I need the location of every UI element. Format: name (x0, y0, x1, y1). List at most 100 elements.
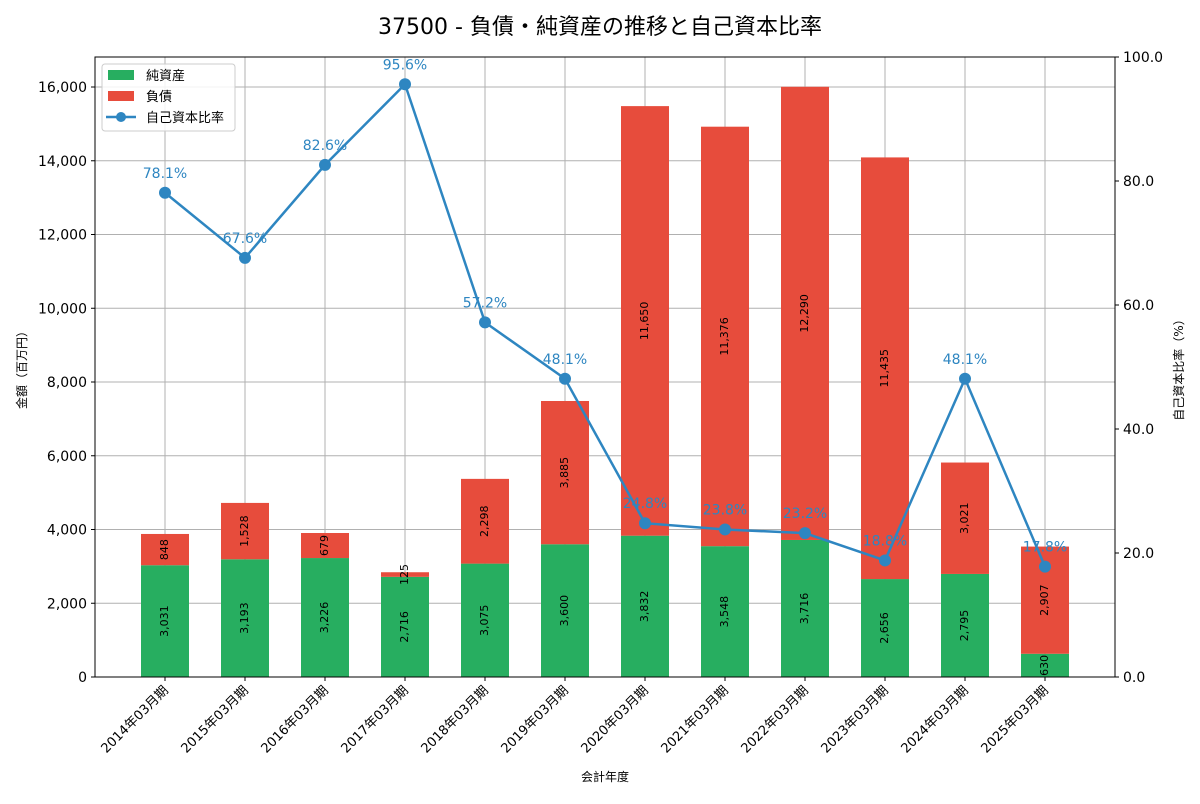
bar-label-liabilities: 679 (318, 535, 331, 556)
y-tick-label: 4,000 (47, 523, 87, 539)
ratio-point (239, 251, 251, 264)
ratio-line (164, 81, 1047, 568)
bar-equity (861, 579, 909, 677)
x-tick-label: 2022年03月期 (739, 683, 812, 756)
y-tick-label: 6,000 (47, 449, 87, 465)
bar-label-liabilities: 2,907 (1038, 584, 1051, 616)
bar-equity (701, 546, 749, 677)
bar-label-liabilities: 12,290 (798, 294, 811, 333)
bar-equity (301, 558, 349, 677)
bar-liabilities (781, 86, 829, 540)
y2-tick-label: 40.0 (1123, 422, 1154, 438)
x-tick-label: 2014年03月期 (99, 683, 172, 756)
x-tick-label: 2024年03月期 (899, 683, 972, 756)
bar-label-liabilities: 11,376 (718, 317, 731, 356)
bar-label-equity: 3,548 (718, 596, 731, 628)
x-tick-label: 2015年03月期 (179, 683, 252, 756)
ratio-label: 95.6% (383, 57, 427, 73)
x-tick-label: 2018年03月期 (419, 683, 492, 756)
bar-label-liabilities: 11,650 (638, 302, 651, 341)
x-tick-label: 2023年03月期 (819, 683, 892, 756)
ratio-point (1039, 560, 1051, 573)
bar-equity (941, 573, 989, 677)
bar-label-liabilities: 2,298 (478, 505, 491, 537)
bar-liabilities (941, 462, 989, 574)
y-axis-label: 金額（百万円） (14, 325, 29, 409)
y-tick-label: 16,000 (38, 80, 87, 96)
bar-label-equity: 2,716 (398, 611, 411, 643)
ratio-label: 23.8% (703, 502, 747, 518)
bar-label-equity: 630 (1038, 655, 1051, 676)
bar-liabilities (621, 106, 669, 536)
y-tick-label: 2,000 (47, 596, 87, 612)
ratio-point (959, 372, 971, 385)
bar-liabilities (461, 478, 509, 564)
bar-equity (621, 535, 669, 677)
legend-marker-ratio (116, 112, 126, 122)
bar-liabilities (541, 400, 589, 545)
bar-equity (461, 563, 509, 677)
bar-liabilities (701, 126, 749, 547)
bar-label-liabilities: 3,885 (558, 457, 571, 489)
bar-label-equity: 3,075 (478, 605, 491, 637)
bar-liabilities (381, 572, 429, 577)
ratio-point (479, 316, 491, 329)
legend-label-liabilities: 負債 (146, 90, 172, 105)
bar-equity (141, 565, 189, 677)
y-tick-label: 0 (78, 670, 87, 686)
ratio-point (719, 523, 731, 536)
bar-equity (381, 576, 429, 677)
legend-box (101, 63, 236, 132)
ratio-point (559, 372, 571, 385)
bar-label-liabilities: 11,435 (878, 349, 891, 388)
y-tick-label: 12,000 (38, 228, 87, 244)
x-axis-label: 会計年度 (581, 769, 629, 784)
ratio-label: 24.8% (623, 496, 667, 512)
ratio-point (319, 158, 331, 171)
chart-title: 37500 - 負債・純資産の推移と自己資本比率 (378, 15, 822, 40)
ratio-point (879, 554, 891, 567)
bar-label-equity: 3,832 (638, 591, 651, 623)
ratio-label: 17.8% (1023, 540, 1067, 556)
bar-label-equity: 3,600 (558, 595, 571, 627)
x-tick-label: 2016年03月期 (259, 683, 332, 756)
bar-label-liabilities: 3,021 (958, 502, 971, 534)
ratio-label: 48.1% (543, 352, 587, 368)
bar-liabilities (221, 502, 269, 560)
y-tick-label: 14,000 (38, 154, 87, 170)
ratio-label: 57.2% (463, 295, 507, 311)
ratio-label: 23.2% (783, 506, 827, 522)
bar-liabilities (861, 157, 909, 580)
ratio-point (799, 527, 811, 540)
x-tick-label: 2017年03月期 (339, 683, 412, 756)
y2-tick-label: 0.0 (1123, 670, 1145, 686)
bar-label-equity: 3,716 (798, 593, 811, 625)
y2-tick-label: 100.0 (1123, 50, 1163, 66)
x-tick-label: 2025年03月期 (979, 683, 1052, 756)
bar-liabilities (301, 533, 349, 559)
legend-swatch-liabilities (108, 91, 134, 101)
bar-equity (541, 544, 589, 677)
ratio-point (159, 186, 171, 199)
ratio-label: 82.6% (303, 138, 347, 154)
bar-label-liabilities: 125 (398, 564, 411, 585)
y2-tick-label: 20.0 (1123, 546, 1154, 562)
bar-label-liabilities: 848 (158, 539, 171, 560)
bar-label-equity: 3,193 (238, 602, 251, 634)
x-tick-label: 2020年03月期 (579, 683, 652, 756)
x-tick-label: 2019年03月期 (499, 683, 572, 756)
bar-equity (221, 559, 269, 677)
y-tick-label: 8,000 (47, 375, 87, 391)
x-tick-label: 2021年03月期 (659, 683, 732, 756)
legend-label-equity: 純資産 (146, 68, 185, 84)
ratio-point (639, 517, 651, 530)
bar-liabilities (141, 533, 189, 566)
ratio-label: 18.8% (863, 533, 907, 549)
bar-equity (781, 539, 829, 677)
ratio-label: 78.1% (143, 166, 187, 182)
y2-tick-label: 60.0 (1123, 298, 1154, 314)
y-tick-label: 10,000 (38, 301, 87, 317)
bar-label-equity: 3,226 (318, 602, 331, 634)
